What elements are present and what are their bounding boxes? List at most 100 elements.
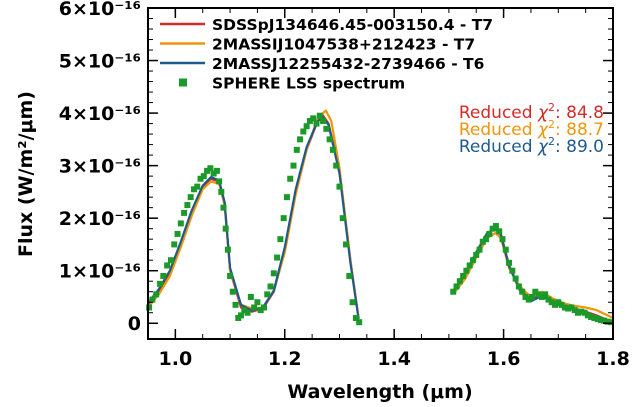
ticks-layer: 1.0 1.2 1.4 1.6 1.8 0 1×10⁻¹⁶ 2×10⁻¹⁶ 3×10⁻¹⁶ 4×1… <box>59 0 630 370</box>
data-point <box>224 246 231 253</box>
x-tick-label: 1.2 <box>268 348 302 370</box>
data-point <box>316 112 323 119</box>
data-point <box>548 299 555 306</box>
data-point <box>453 283 460 290</box>
data-point <box>502 246 509 253</box>
data-point <box>164 262 171 269</box>
data-point <box>499 236 506 243</box>
data-point <box>160 272 167 279</box>
y-axis-title: Flux (W/m²/μm) <box>15 91 37 257</box>
data-point <box>594 316 601 323</box>
data-point <box>574 309 581 316</box>
data-point <box>153 291 160 298</box>
data-point <box>450 288 457 295</box>
data-point <box>519 288 526 295</box>
data-point <box>588 313 595 320</box>
data-point <box>290 162 297 169</box>
data-point <box>336 183 343 190</box>
data-point <box>535 291 542 298</box>
data-point <box>303 123 310 130</box>
data-point <box>538 293 545 300</box>
data-point <box>512 275 519 282</box>
data-point <box>187 194 194 201</box>
data-point <box>257 307 264 314</box>
data-point <box>601 317 608 324</box>
y-tick-label: 5×10⁻¹⁶ <box>59 51 141 73</box>
data-point <box>522 293 529 300</box>
data-point <box>552 301 559 308</box>
data-point <box>578 308 585 315</box>
data-point <box>489 225 496 232</box>
data-point <box>591 314 598 321</box>
data-point <box>244 309 251 316</box>
data-point <box>607 319 614 326</box>
x-tick-label: 1.4 <box>377 348 411 370</box>
data-point <box>604 318 611 325</box>
data-point <box>492 223 499 230</box>
data-point <box>466 262 473 269</box>
y-tick-label: 4×10⁻¹⁶ <box>59 103 141 125</box>
data-point <box>232 301 239 308</box>
data-point <box>300 128 307 135</box>
data-point <box>306 117 313 124</box>
data-point <box>218 188 225 195</box>
data-point <box>460 272 467 279</box>
data-point <box>581 309 588 316</box>
data-point <box>229 288 236 295</box>
data-point <box>565 305 572 312</box>
data-point <box>194 183 201 190</box>
data-point <box>184 202 191 209</box>
data-point <box>149 296 156 303</box>
data-point <box>177 220 184 227</box>
data-point <box>545 296 552 303</box>
chi-square-label: Reduced χ2: 89.0 <box>459 135 604 157</box>
series-line-0-0 <box>147 114 360 319</box>
data-point <box>352 314 359 321</box>
chi-square-label: Reduced χ2: 84.8 <box>459 101 604 123</box>
y-tick-label: 0 <box>128 313 141 335</box>
data-point <box>222 225 229 232</box>
data-point <box>506 259 513 266</box>
data-point <box>323 125 330 132</box>
data-point <box>568 304 575 311</box>
data-point <box>190 186 197 193</box>
y-tick-label: 6×10⁻¹⁶ <box>59 0 141 20</box>
data-point <box>297 136 304 143</box>
legend-label: SPHERE LSS spectrum <box>212 75 405 93</box>
data-point <box>463 267 470 274</box>
data-point <box>207 165 214 172</box>
data-point <box>525 296 532 303</box>
data-point <box>157 280 164 287</box>
data-point <box>532 288 539 295</box>
data-point <box>241 307 248 314</box>
data-point <box>571 307 578 314</box>
data-point <box>456 278 463 285</box>
data-point <box>146 304 153 311</box>
data-point <box>486 230 493 237</box>
data-point <box>561 304 568 311</box>
data-point <box>515 283 522 290</box>
y-tick-label: 3×10⁻¹⁶ <box>59 156 141 178</box>
data-point <box>267 283 274 290</box>
data-point <box>280 215 287 222</box>
legend-marker <box>179 78 187 87</box>
data-point <box>496 228 503 235</box>
data-point <box>509 267 516 274</box>
data-point <box>293 146 300 153</box>
data-point <box>542 291 549 298</box>
data-point <box>329 146 336 153</box>
x-axis-title: Wavelength (μm) <box>287 381 472 403</box>
data-point <box>238 312 244 319</box>
data-point <box>313 120 320 127</box>
y-tick-label: 2×10⁻¹⁶ <box>59 208 141 230</box>
data-point <box>479 238 486 245</box>
data-point <box>204 167 211 174</box>
series-line-1-1 <box>453 231 614 319</box>
data-point <box>476 246 483 253</box>
data-point <box>333 162 340 169</box>
legend-label: SDSSpJ134646.45-003150.4 - T7 <box>212 16 493 34</box>
y-tick-label: 1×10⁻¹⁶ <box>59 261 141 283</box>
x-tick-label: 1.8 <box>596 348 630 370</box>
